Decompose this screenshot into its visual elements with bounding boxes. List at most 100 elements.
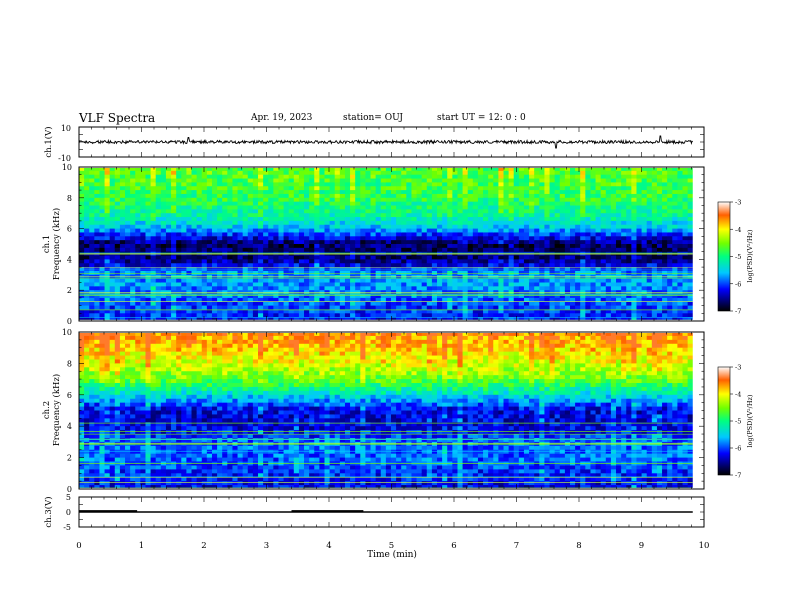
spectrogram-cell [304,240,310,245]
spectrogram-cell [523,193,530,199]
spectrogram-cell [242,186,249,191]
spectrogram-cell [539,286,546,291]
spectrogram-cell [252,313,259,318]
spectrogram-cell [385,220,392,226]
spectrogram-cell [206,168,213,172]
spectrogram-cell [283,301,290,307]
spectrogram-cell [119,178,126,183]
spectrogram-cell [309,286,315,291]
spectrogram-cell [610,170,617,176]
spectrogram-cell [483,190,489,195]
spectrogram-cell [616,209,622,214]
spectrogram-cell [201,309,208,314]
spectrogram-cell [104,168,111,172]
spectrogram-cell [145,178,152,183]
spectrogram-cell [523,270,530,276]
spectrogram-cell [258,301,264,307]
spectrogram-cell [406,301,413,307]
spectrogram-cell [334,278,341,284]
spectrogram-cell [646,217,653,222]
spectrogram-cell [155,220,162,226]
spectrogram-cell [288,270,295,276]
spectrogram-cell [534,228,540,234]
spectrogram-cell [672,263,678,268]
spectrogram-cell [595,270,602,276]
spectrogram-cell [636,259,643,264]
spectrogram-cell [319,168,326,172]
spectrogram-cell [211,186,218,191]
spectrogram-cell [431,170,438,176]
spectrogram-cell [176,220,182,226]
spectrogram-cell [682,209,689,214]
spectrogram-cell [339,213,346,218]
spectrogram-cell [442,228,448,234]
spectrogram-cell [431,259,438,264]
spectrogram-cell [457,263,464,268]
spectrogram-cell [631,232,638,237]
spectrogram-cell [293,286,300,291]
spectrogram-cell [426,182,433,187]
spectrogram-cell [610,178,617,183]
spectrogram-cell [181,224,187,230]
spectrogram-cell [155,301,162,307]
spectrogram-cell [488,209,494,214]
spectrogram-cell [431,190,438,195]
spectrogram-cell [472,255,479,260]
spectrogram-cell [580,247,586,253]
spectrogram-cell [452,209,459,214]
spectrogram-cell [636,317,643,320]
spectrogram-cell [426,174,433,180]
spectrogram-cell [385,168,392,172]
spectrogram-cell [616,244,622,249]
spectrogram-cell [590,267,597,272]
spectrogram-cell [237,309,244,314]
spectrogram-cell [298,236,305,241]
spectrogram-cell [319,170,326,176]
spectrogram-cell [539,170,546,176]
spectrogram-cell [508,247,515,253]
spectrogram-cell [217,190,223,195]
spectrogram-cell [580,297,586,303]
spectrogram-cell [595,217,602,222]
spectrogram-cell [411,201,418,207]
spectrogram-cell [493,294,499,299]
spectrogram-cell [513,190,520,195]
spectrogram-cell [549,197,556,203]
spectrogram-cell [99,259,106,264]
spectrogram-cell [186,301,193,307]
spectrogram-cell [309,263,315,268]
spectrogram-cell [114,193,121,199]
spectrogram-cell [411,297,418,303]
spectrogram-cell [365,236,372,241]
spectrogram-cell [610,305,617,311]
spectrogram-cell [171,317,177,320]
spectrogram-cell [79,259,85,264]
spectrogram-cell [125,170,131,176]
spectrogram-cell [268,255,274,260]
spectrogram-cell [656,244,663,249]
spectrogram-cell [201,205,208,210]
spectrogram-cell [278,193,285,199]
spectrogram-cell [309,178,315,183]
spectrogram-cell [595,244,602,249]
spectrogram-cell [309,274,315,280]
spectrogram-cell [324,286,331,291]
spectrogram-cell [370,178,377,183]
spectrogram-cell [324,174,331,180]
spectrogram-cell [125,255,131,260]
spectrogram-cell [483,201,489,207]
spectrogram-cell [293,170,300,176]
spectrogram-cell [109,255,116,260]
spectrogram-cell [304,305,310,311]
spectrogram-cell [457,317,464,320]
spectrogram-cell [370,286,377,291]
spectrogram-cell [559,224,566,230]
spectrogram-cell [401,170,407,176]
spectrogram-cell [344,205,351,210]
spectrogram-cell [672,270,678,276]
spectrogram-cell [575,217,581,222]
spectrogram-cell [411,270,418,276]
spectrogram-cell [529,197,535,203]
spectrogram-cell [682,278,689,284]
spectrogram-cell [477,286,484,291]
